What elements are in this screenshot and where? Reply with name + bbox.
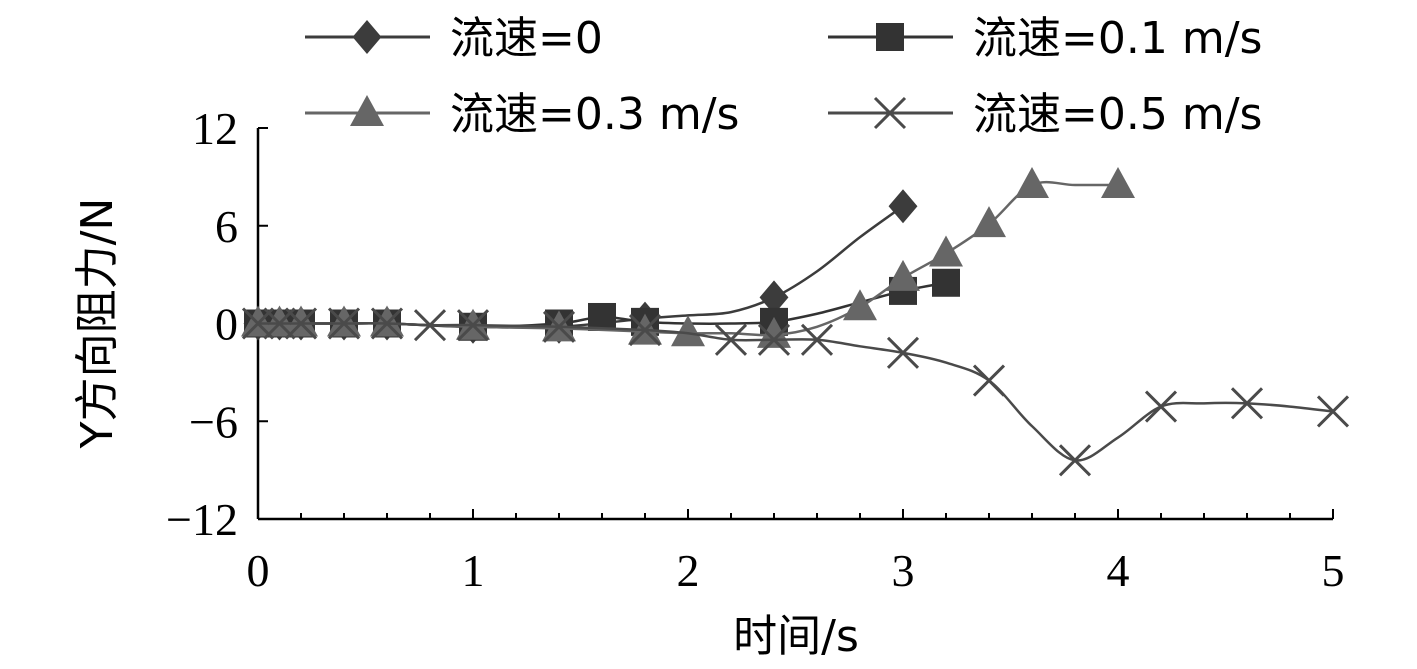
data-point [456,309,490,342]
data-point [888,189,918,224]
data-point [327,305,361,337]
data-point [1230,387,1264,420]
data-point [284,307,318,340]
data-point [929,235,963,267]
data-point [588,302,616,331]
data-point [241,305,275,337]
series-line [258,205,904,329]
data-point [262,305,297,337]
data-point [1316,395,1350,428]
data-point [1015,167,1049,199]
data-point [542,310,576,343]
series-layer [241,167,1350,477]
legend-entry: 流速=0.5 m/s [828,89,1262,140]
data-point [413,309,447,342]
data-point [370,305,404,337]
data-point [932,268,960,297]
data-point [757,323,791,356]
legend-label: 流速=0 [450,13,603,64]
x-tick-label: 5 [1322,545,1345,596]
legend: 流速=0 流速=0.1 m/s 流速=0.3 m/s 流速=0.5 m/s [305,13,1262,140]
data-point [886,259,920,291]
legend-label: 流速=0.1 m/s [973,13,1262,64]
y-tick-label: 6 [215,201,238,252]
data-point [759,280,789,315]
series-line [258,322,1334,462]
y-tick-label: −6 [189,396,238,447]
series-3 [241,307,1350,477]
axes [256,128,1333,521]
x-tick-label: 3 [892,545,915,596]
data-point [628,313,662,347]
data-point [327,307,361,340]
legend-marker [350,95,384,126]
data-point [284,305,318,337]
legend-entry: 流速=0.1 m/s [828,13,1262,64]
x-tick-label: 2 [677,545,700,596]
legend-entry: 流速=0 [305,13,603,64]
x-tick-label: 4 [1107,545,1130,596]
y-tick-label: −12 [166,494,238,545]
data-point [1144,390,1178,423]
data-point [886,336,920,369]
data-point [972,206,1006,238]
y-tick-label: 0 [215,299,238,350]
data-point [800,323,834,356]
x-axis-title: 时间/s [733,611,859,662]
x-tick-label: 1 [462,545,485,596]
legend-entry: 流速=0.3 m/s [305,89,739,140]
legend-marker [352,20,382,54]
legend-marker [873,96,907,130]
x-tick-label: 0 [247,545,270,596]
legend-label: 流速=0.5 m/s [973,89,1262,140]
data-point [714,323,748,356]
data-point [972,364,1006,397]
data-point [843,289,877,321]
legend-label: 流速=0.3 m/s [450,89,739,140]
data-point [1101,167,1135,199]
y-tick-label: 12 [192,103,238,154]
data-point [1058,444,1092,477]
data-point [671,315,705,347]
y-axis-title: Y方向阻力/N [72,198,123,450]
legend-marker [876,23,904,51]
data-point [370,307,404,340]
